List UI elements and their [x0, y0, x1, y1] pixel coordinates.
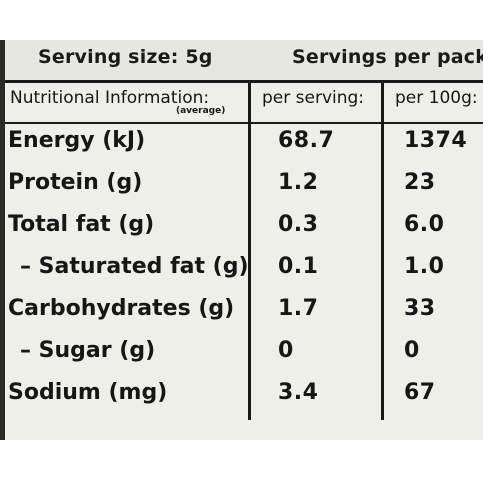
nutrient-label: – Saturated fat (g)	[20, 254, 249, 279]
column-divider	[381, 80, 384, 420]
column-divider	[248, 80, 251, 420]
per-100g-value: 0	[404, 338, 420, 363]
nutrient-label: Carbohydrates (g)	[8, 296, 235, 321]
servings-per-pack: Servings per pack:	[292, 46, 483, 68]
per-serving-value: 68.7	[278, 128, 335, 153]
column-header-nutrient: Nutritional Information:	[10, 88, 210, 108]
nutrient-label: Energy (kJ)	[8, 128, 146, 153]
per-100g-value: 23	[404, 170, 436, 195]
nutrient-label: Sodium (mg)	[8, 380, 168, 405]
serving-size: Serving size: 5g	[38, 46, 213, 68]
nutrition-label	[5, 40, 483, 440]
nutrition-table	[5, 80, 483, 420]
average-note: (average)	[176, 106, 226, 116]
per-100g-value: 1.0	[404, 254, 445, 279]
per-serving-value: 0.1	[278, 254, 319, 279]
nutrient-label: Total fat (g)	[8, 212, 155, 237]
per-serving-value: 3.4	[278, 380, 319, 405]
per-100g-value: 6.0	[404, 212, 445, 237]
per-serving-value: 0.3	[278, 212, 319, 237]
per-100g-value: 33	[404, 296, 436, 321]
nutrient-label: – Sugar (g)	[20, 338, 156, 363]
serving-header	[5, 40, 483, 80]
column-header-per-100g: per 100g:	[395, 88, 478, 108]
nutrient-label: Protein (g)	[8, 170, 143, 195]
per-serving-value: 1.2	[278, 170, 319, 195]
column-header-per-serving: per serving:	[262, 88, 365, 108]
per-serving-value: 0	[278, 338, 294, 363]
per-100g-value: 1374	[404, 128, 468, 153]
header-row-divider	[5, 122, 483, 124]
per-serving-value: 1.7	[278, 296, 319, 321]
per-100g-value: 67	[404, 380, 436, 405]
